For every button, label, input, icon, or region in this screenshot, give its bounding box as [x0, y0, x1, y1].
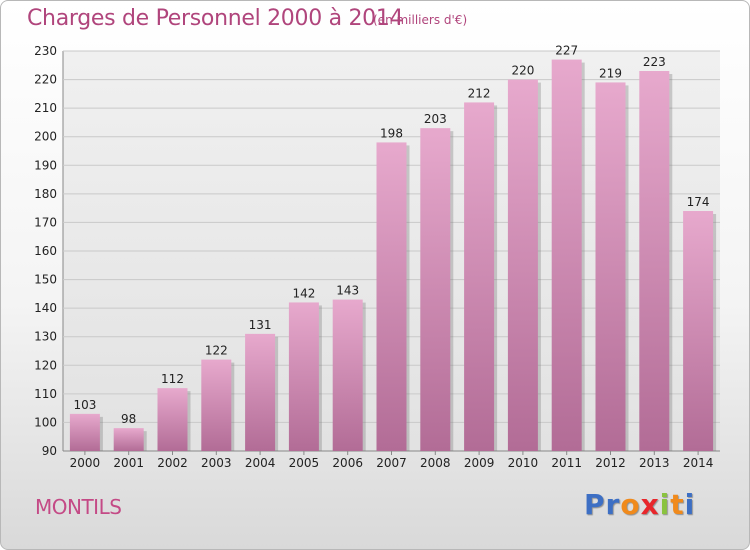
- bar: [683, 211, 714, 451]
- bar: [201, 359, 232, 451]
- logo-letter: P: [584, 488, 606, 521]
- bar-value-label: 174: [687, 195, 710, 209]
- bar-value-label: 103: [73, 398, 96, 412]
- bar: [113, 428, 144, 451]
- x-tick-label: 2002: [157, 456, 188, 470]
- x-tick-label: 2014: [683, 456, 714, 470]
- chart-unit: (en milliers d'€): [373, 13, 468, 27]
- logo-letter: i: [684, 488, 696, 521]
- x-tick-label: 2003: [201, 456, 232, 470]
- bar: [639, 71, 670, 451]
- x-tick-label: 2008: [420, 456, 451, 470]
- y-tick-label: 190: [34, 158, 57, 172]
- bar-value-label: 143: [336, 284, 359, 298]
- y-tick-label: 150: [34, 273, 57, 287]
- bar: [420, 128, 451, 451]
- y-tick-label: 230: [34, 44, 57, 58]
- bar: [464, 102, 495, 451]
- x-tick-label: 2006: [332, 456, 363, 470]
- y-tick-label: 180: [34, 187, 57, 201]
- bar-value-label: 212: [468, 86, 491, 100]
- x-tick-label: 2010: [508, 456, 539, 470]
- x-tick-label: 2004: [245, 456, 276, 470]
- bar-value-label: 142: [292, 286, 315, 300]
- y-tick-label: 210: [34, 101, 57, 115]
- bar-value-label: 227: [555, 44, 578, 58]
- bars: 103 98 112 122 131 142 143 198 203 212 220 227 219 22…: [69, 44, 717, 452]
- x-tick-label: 2012: [595, 456, 626, 470]
- bar: [157, 388, 188, 451]
- bar-value-label: 223: [643, 55, 666, 69]
- y-tick-label: 130: [34, 330, 57, 344]
- y-tick-label: 90: [42, 444, 57, 458]
- bar: [376, 142, 407, 451]
- y-tick-label: 200: [34, 130, 57, 144]
- bar: [69, 413, 100, 451]
- bar-value-label: 131: [249, 318, 272, 332]
- y-tick-label: 160: [34, 244, 57, 258]
- x-tick-label: 2000: [70, 456, 101, 470]
- bar: [595, 82, 626, 451]
- proxiti-logo: Proxiti: [584, 488, 695, 521]
- y-tick-label: 110: [34, 387, 57, 401]
- bar-value-label: 122: [205, 344, 228, 358]
- bar: [288, 302, 319, 451]
- y-axis: 90 100 110 120 130 140 150 160 170 180 190 200 210 22…: [34, 44, 57, 458]
- bar-value-label: 198: [380, 126, 403, 140]
- bar-value-label: 98: [121, 412, 136, 426]
- x-axis: 2000 2001 2002 2003 2004 2005 2006 2007 2008 2009…: [70, 451, 714, 470]
- logo-letter: i: [659, 488, 671, 521]
- y-tick-label: 140: [34, 301, 57, 315]
- bar: [507, 79, 538, 452]
- bar: [551, 59, 582, 451]
- y-tick-label: 220: [34, 73, 57, 87]
- x-tick-label: 2007: [376, 456, 407, 470]
- chart-title: Charges de Personnel 2000 à 2014: [27, 6, 404, 31]
- x-tick-label: 2013: [639, 456, 670, 470]
- logo-letter: t: [670, 488, 685, 521]
- bar-value-label: 203: [424, 112, 447, 126]
- x-tick-label: 2001: [113, 456, 144, 470]
- x-tick-label: 2009: [464, 456, 495, 470]
- x-tick-label: 2011: [551, 456, 582, 470]
- logo-letter: o: [620, 488, 641, 521]
- x-tick-label: 2005: [289, 456, 320, 470]
- bar-value-label: 220: [511, 64, 534, 78]
- bar: [245, 333, 276, 451]
- commune-name: MONTILS: [35, 495, 122, 519]
- bar-value-label: 219: [599, 66, 622, 80]
- y-tick-label: 170: [34, 215, 57, 229]
- bar-value-label: 112: [161, 372, 184, 386]
- y-tick-label: 100: [34, 415, 57, 429]
- logo-letter: r: [605, 488, 621, 521]
- bar: [332, 299, 363, 451]
- logo-letter: x: [640, 488, 660, 521]
- y-tick-label: 120: [34, 358, 57, 372]
